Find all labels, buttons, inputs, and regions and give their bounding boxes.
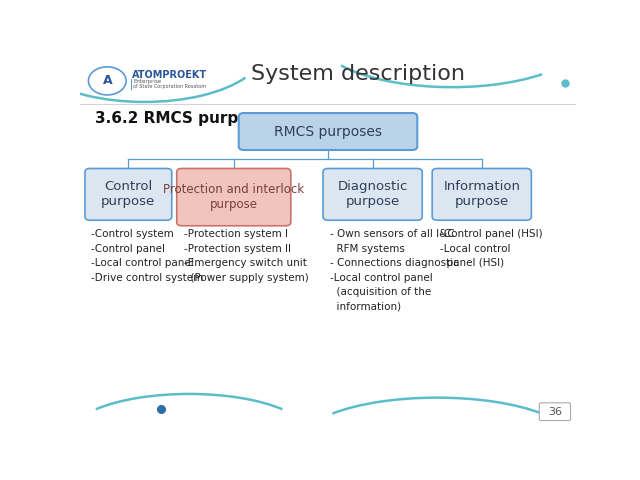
FancyBboxPatch shape [540, 403, 570, 420]
Text: A: A [102, 74, 112, 87]
Text: -Control panel (HSI)
-Local control
  panel (HSI): -Control panel (HSI) -Local control pane… [440, 229, 542, 268]
Text: System description: System description [251, 64, 465, 84]
Text: Control
purpose: Control purpose [101, 180, 156, 208]
FancyBboxPatch shape [239, 113, 417, 150]
FancyBboxPatch shape [177, 168, 291, 226]
Text: - Own sensors of all I&C
  RFM systems
- Connections diagnostic
-Local control p: - Own sensors of all I&C RFM systems - C… [330, 229, 460, 312]
Circle shape [88, 67, 126, 95]
FancyBboxPatch shape [85, 168, 172, 220]
FancyBboxPatch shape [432, 168, 531, 220]
Text: of State Corporation Rosatom: of State Corporation Rosatom [133, 84, 206, 89]
Text: Enterprise: Enterprise [133, 79, 161, 84]
Text: -Control system
-Control panel
-Local control panel
-Drive control system: -Control system -Control panel -Local co… [91, 229, 203, 283]
Text: 36: 36 [548, 407, 562, 417]
Text: -Protection system I
-Protection system II
-Emergency switch unit
  (Power suppl: -Protection system I -Protection system … [184, 229, 309, 283]
Text: ATOMPROEKT: ATOMPROEKT [132, 71, 207, 80]
Text: 3.6.2 RMCS purposes:: 3.6.2 RMCS purposes: [95, 111, 283, 126]
Text: Diagnostic
purpose: Diagnostic purpose [337, 180, 408, 208]
Text: RMCS purposes: RMCS purposes [274, 124, 382, 139]
Text: Information
purpose: Information purpose [444, 180, 520, 208]
FancyBboxPatch shape [323, 168, 422, 220]
Text: Protection and interlock
purpose: Protection and interlock purpose [163, 183, 305, 211]
